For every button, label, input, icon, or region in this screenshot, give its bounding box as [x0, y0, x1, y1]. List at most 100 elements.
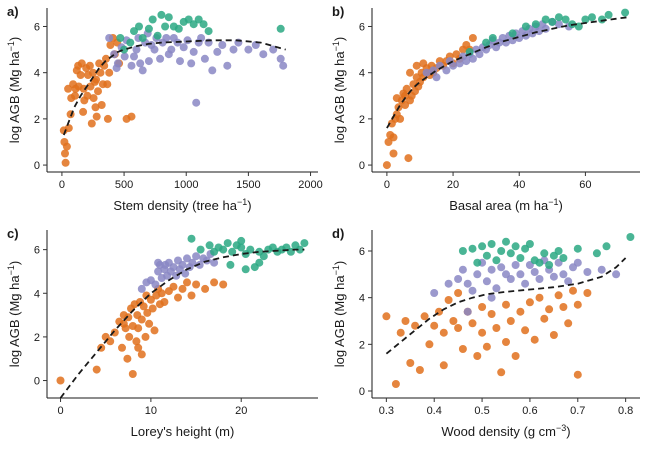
data-point [559, 270, 568, 279]
data-point [83, 91, 92, 100]
data-point [549, 272, 558, 281]
data-point [454, 275, 463, 283]
x-tick-label: 0.7 [570, 405, 585, 417]
x-tick-label: 0 [384, 179, 390, 191]
data-point [559, 303, 568, 311]
y-tick-label: 0 [34, 160, 40, 172]
data-point [164, 13, 173, 22]
data-point [208, 66, 217, 75]
data-point [573, 300, 582, 309]
x-tick-label: 20 [235, 405, 247, 417]
data-point [442, 66, 451, 75]
data-point [56, 376, 65, 385]
x-tick-label: 0.4 [427, 405, 442, 417]
data-point [564, 319, 573, 328]
data-point [125, 332, 134, 341]
data-point [521, 22, 530, 31]
data-point [389, 149, 398, 158]
data-point [137, 284, 146, 293]
data-point [502, 237, 510, 246]
data-point [103, 114, 112, 123]
data-point [492, 284, 501, 293]
y-tick-label: 4 [359, 68, 365, 80]
data-point [103, 80, 112, 89]
series-orange [382, 286, 592, 388]
data-point [602, 242, 611, 251]
data-point [110, 328, 119, 337]
data-point [123, 354, 132, 363]
y-tick-label: 0 [359, 386, 365, 398]
data-point [150, 326, 159, 335]
data-point [210, 278, 219, 287]
data-point [92, 365, 101, 374]
data-point [219, 280, 228, 289]
data-point [276, 54, 285, 63]
data-point [237, 243, 246, 252]
data-point [508, 29, 517, 38]
data-point [119, 319, 128, 328]
data-point [419, 59, 428, 68]
data-point [132, 337, 141, 346]
data-point [535, 27, 544, 36]
y-axis-label: log AGB (Mg ha−1) [331, 261, 347, 367]
data-point [516, 307, 525, 316]
panel-label: c) [7, 226, 19, 241]
data-point [189, 20, 198, 29]
data-point [478, 328, 487, 337]
data-point [561, 15, 570, 24]
data-point [487, 310, 496, 318]
data-point [178, 260, 187, 269]
data-point [516, 270, 525, 279]
data-point [210, 258, 219, 267]
x-axis-label: Lorey's height (m) [131, 424, 235, 439]
data-point [154, 258, 163, 267]
data-point [473, 352, 482, 360]
panel-3: 0 10 20 0 2 4 6 c) Lorey's height (m) log AGB (Mg… [6, 226, 318, 439]
data-point [162, 34, 171, 42]
data-point [183, 278, 191, 287]
data-point [178, 284, 187, 293]
data-point [478, 242, 487, 251]
y-tick-label: 0 [359, 160, 365, 172]
data-point [143, 308, 152, 317]
data-point [401, 91, 410, 100]
data-point [516, 254, 525, 262]
data-point [525, 298, 534, 307]
series-purple [137, 250, 219, 293]
data-point [444, 296, 453, 304]
data-point [300, 239, 309, 248]
data-point [97, 101, 106, 109]
data-point [228, 247, 237, 256]
x-tick-label: 0 [57, 405, 63, 417]
data-point [183, 254, 191, 263]
x-tick-label: 2000 [298, 179, 322, 191]
data-point [463, 307, 472, 316]
y-tick-label: 4 [34, 288, 40, 300]
data-point [176, 57, 184, 66]
fitted-curve [385, 257, 627, 355]
fitted-curve [386, 16, 629, 129]
data-point [458, 247, 467, 255]
data-point [454, 289, 463, 297]
data-point [492, 256, 501, 265]
data-point [184, 15, 193, 24]
data-point [548, 17, 557, 26]
data-point [439, 328, 448, 337]
data-point [102, 54, 110, 63]
data-point [113, 59, 122, 68]
data-point [515, 34, 524, 42]
data-point [541, 15, 550, 24]
data-point [237, 236, 246, 245]
y-tick-label: 6 [34, 21, 40, 33]
x-axis-label: Basal area (m ha−1) [449, 197, 563, 213]
data-point [449, 317, 458, 325]
data-point [511, 242, 520, 251]
data-point [138, 34, 147, 42]
data-point [473, 258, 482, 267]
data-point [478, 303, 487, 311]
data-point [588, 13, 596, 22]
data-point [181, 269, 190, 278]
x-tick-label: 1500 [236, 179, 260, 191]
data-point [535, 258, 544, 267]
